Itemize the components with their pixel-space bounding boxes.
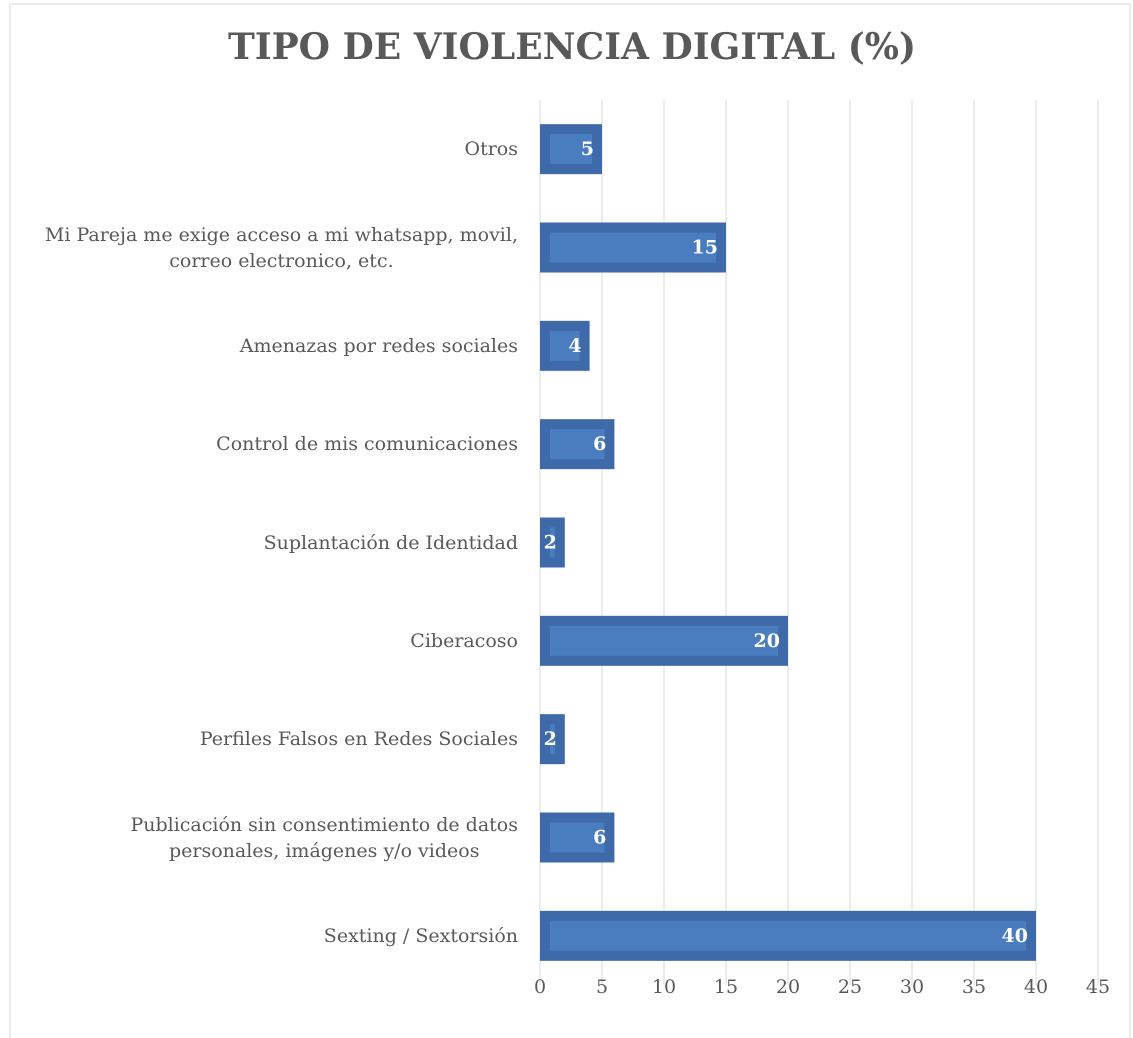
bar-highlight — [550, 232, 716, 263]
y-tick-label: Publicación sin consentimiento de datos … — [130, 813, 518, 862]
data-label: 6 — [593, 827, 606, 849]
chart-frame — [9, 3, 1131, 1038]
bar-highlight — [550, 134, 592, 165]
x-tick-label: 35 — [962, 976, 986, 998]
y-tick-label: Suplantación de Identidad — [263, 531, 518, 554]
data-label: 15 — [692, 237, 718, 259]
y-tick-label: Amenazas por redes sociales — [239, 334, 518, 357]
x-tick-label: 10 — [652, 976, 676, 998]
y-tick-label: Control de mis comunicaciones — [216, 433, 518, 456]
chart-title: TIPO DE VIOLENCIA DIGITAL (%) — [228, 26, 916, 68]
x-tick-label: 30 — [900, 976, 924, 998]
bar-highlight — [550, 724, 555, 755]
x-tick-label: 45 — [1086, 976, 1110, 998]
y-tick-label: Perfiles Falsos en Redes Sociales — [199, 728, 518, 751]
data-label: 4 — [568, 335, 581, 357]
bar-highlight — [550, 822, 605, 853]
y-tick-label: Mi Pareja me exige acceso a mi whatsapp,… — [44, 223, 518, 272]
data-label: 2 — [544, 728, 557, 750]
data-label: 5 — [581, 138, 594, 160]
x-tick-label: 25 — [838, 976, 862, 998]
bar-highlight — [550, 527, 555, 558]
x-tick-label: 40 — [1024, 976, 1048, 998]
bar-highlight — [550, 429, 605, 460]
x-tick-label: 0 — [534, 976, 546, 998]
y-tick-label: Ciberacoso — [410, 629, 518, 652]
data-label: 40 — [1002, 925, 1028, 947]
x-tick-label: 20 — [776, 976, 800, 998]
bar-highlight — [550, 625, 778, 656]
x-tick-label: 15 — [714, 976, 738, 998]
data-label: 2 — [544, 532, 557, 554]
data-label: 6 — [593, 433, 606, 455]
y-tick-label: Otros — [464, 138, 518, 161]
data-label: 20 — [754, 630, 780, 652]
bar-highlight — [550, 330, 580, 361]
x-tick-label: 5 — [596, 976, 608, 998]
bar-highlight — [550, 920, 1026, 951]
y-tick-label: Sexting / Sextorsión — [323, 924, 518, 947]
